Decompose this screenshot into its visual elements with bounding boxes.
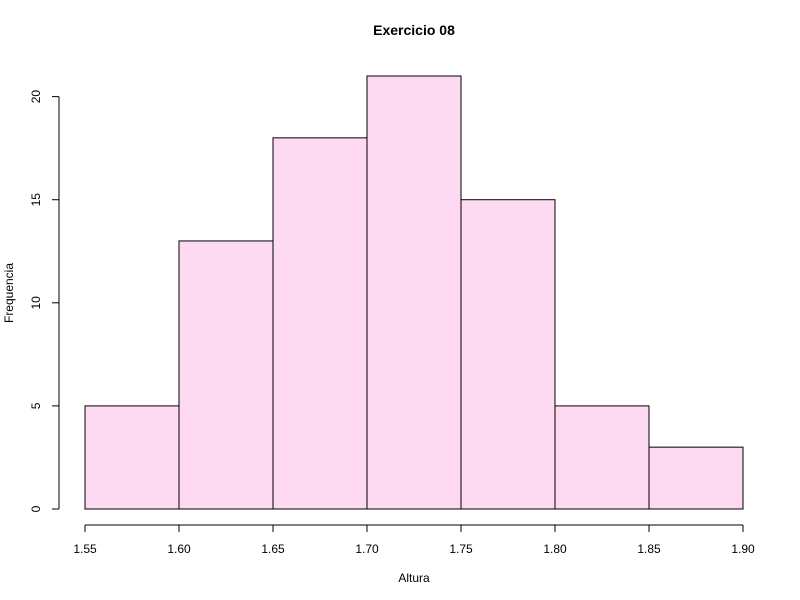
x-tick-label: 1.55: [73, 542, 97, 556]
x-tick-label: 1.60: [167, 542, 191, 556]
y-axis-label: Frequencia: [2, 263, 16, 323]
y-tick-label: 20: [29, 90, 43, 104]
histogram-bar: [461, 200, 555, 509]
x-tick-label: 1.80: [543, 542, 567, 556]
histogram-bar: [179, 241, 273, 509]
y-axis: 0 5 10 15 20: [29, 90, 59, 513]
x-tick-label: 1.70: [355, 542, 379, 556]
bars-group: [85, 76, 743, 509]
x-axis-label: Altura: [398, 571, 430, 585]
x-tick-label: 1.65: [261, 542, 285, 556]
y-tick-label: 15: [29, 193, 43, 207]
x-axis: 1.55 1.60 1.65 1.70 1.75 1.80 1.85 1.90: [73, 525, 755, 556]
histogram-bar: [273, 138, 367, 509]
y-tick-label: 0: [29, 505, 43, 512]
x-tick-label: 1.90: [731, 542, 755, 556]
chart-title: Exercicio 08: [373, 22, 455, 38]
y-tick-label: 10: [29, 296, 43, 310]
y-tick-label: 5: [29, 402, 43, 409]
x-tick-label: 1.75: [449, 542, 473, 556]
x-tick-label: 1.85: [637, 542, 661, 556]
histogram-bar: [555, 406, 649, 509]
histogram-bar: [649, 447, 743, 509]
histogram-bar: [367, 76, 461, 509]
histogram-bar: [85, 406, 179, 509]
